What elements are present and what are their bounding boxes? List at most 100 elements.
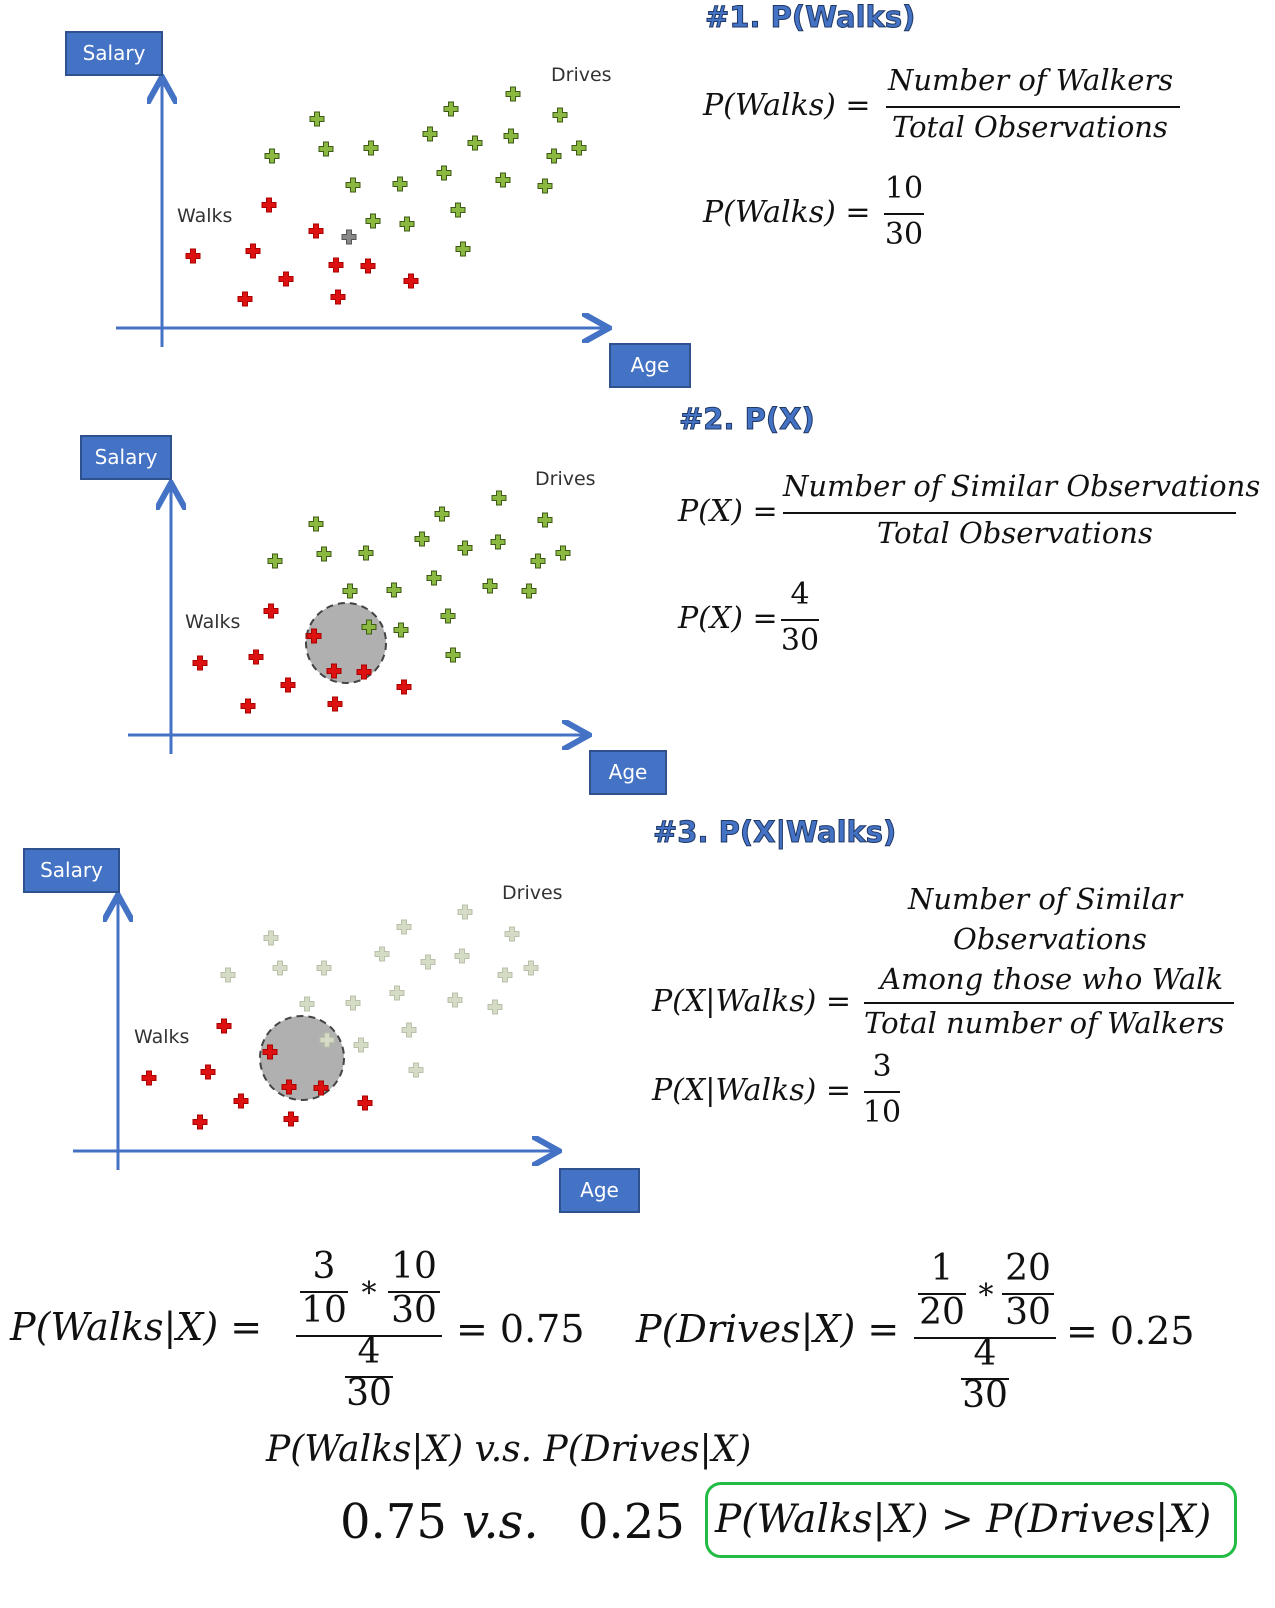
drives-point-faded [299, 996, 315, 1012]
posterior-walks-result: = 0.75 [456, 1307, 585, 1351]
drives-b-numerator: 20 [1005, 1248, 1051, 1289]
drives-point [426, 570, 442, 586]
value-numerator: 3 [872, 1049, 892, 1084]
walks-point [308, 223, 324, 239]
value-lhs: P(Walks) = [703, 195, 871, 230]
drives-point-faded [447, 992, 463, 1008]
walks-point [262, 1044, 278, 1060]
formula-denominator: Total Observations [877, 516, 1153, 550]
fraction-bar [864, 1091, 900, 1093]
salary-axis-label: Salary [80, 435, 172, 480]
walks-point [326, 663, 342, 679]
walks-a-denominator: 10 [301, 1290, 347, 1331]
fraction-bar [884, 213, 924, 215]
drives-point [455, 241, 471, 257]
drives-label: Drives [551, 64, 612, 86]
drives-point [436, 165, 452, 181]
fraction-bar [300, 1291, 348, 1293]
walks-b-numerator: 10 [391, 1246, 437, 1287]
formula-numerator-line3: Among those who Walk [880, 962, 1224, 996]
walks-label: Walks [134, 1026, 190, 1048]
drives-point [267, 553, 283, 569]
walks-point [330, 289, 346, 305]
drives-point-faded [316, 960, 332, 976]
drives-point [316, 546, 332, 562]
drives-c-denominator: 30 [962, 1375, 1008, 1416]
walks-point [283, 1111, 299, 1127]
walks-point [192, 655, 208, 671]
drives-point [505, 86, 521, 102]
drives-point-faded [389, 985, 405, 1001]
drives-point [552, 107, 568, 123]
drives-c-numerator: 4 [973, 1333, 997, 1374]
times-sign: * [978, 1278, 994, 1313]
walks-point [360, 258, 376, 274]
formula-numerator: Number of Similar Observations [783, 469, 1261, 503]
walks-point [306, 628, 322, 644]
fraction-bar [1002, 1293, 1054, 1295]
drives-point [345, 177, 361, 193]
walks-point [261, 197, 277, 213]
drives-point [537, 512, 553, 528]
value-numerator: 10 [884, 171, 924, 206]
value-denominator: 30 [884, 217, 924, 252]
walks-label: Walks [177, 205, 233, 227]
age-axis-label: Age [589, 750, 667, 795]
drives-point [363, 140, 379, 156]
drives-point [393, 622, 409, 638]
walks-point [237, 291, 253, 307]
fraction-bar [864, 1002, 1234, 1004]
drives-a-denominator: 20 [919, 1292, 965, 1333]
main-fraction-bar [296, 1335, 442, 1337]
drives-point-faded [272, 960, 288, 976]
drives-label: Drives [535, 468, 596, 490]
posterior-drives-lhs: P(Drives|X) = [636, 1307, 900, 1351]
walks-point [328, 257, 344, 273]
value-lhs: P(X) = [678, 601, 778, 636]
drives-point [414, 531, 430, 547]
drives-point-faded [401, 1022, 417, 1038]
drives-point-faded [497, 967, 513, 983]
drives-point-faded [319, 1032, 335, 1048]
drives-point-faded [345, 995, 361, 1011]
drives-point [392, 176, 408, 192]
drives-point [495, 172, 511, 188]
heading-p-x-given-walks: #3. P(X|Walks) [652, 815, 897, 850]
value-numerator: 4 [790, 577, 810, 612]
posterior-drives-result: = 0.25 [1066, 1309, 1195, 1353]
fraction-bar [345, 1376, 393, 1378]
salary-axis-label: Salary [23, 848, 120, 893]
drives-point [308, 516, 324, 532]
similarity-circle [305, 602, 387, 684]
fraction-bar [781, 619, 819, 621]
walks-point [313, 1080, 329, 1096]
posterior-walks-lhs: P(Walks|X) = [10, 1305, 263, 1349]
walks-point [200, 1064, 216, 1080]
drives-point-faded [408, 1062, 424, 1078]
walks-point [141, 1070, 157, 1086]
comparison-value-walks: 0.75 [340, 1494, 447, 1550]
formula-numerator-line2: Observations [953, 922, 1147, 956]
drives-point [399, 216, 415, 232]
conclusion-box [705, 1482, 1237, 1558]
drives-point [482, 578, 498, 594]
age-axis-label: Age [609, 343, 691, 388]
drives-point-faded [220, 967, 236, 983]
walks-point [327, 696, 343, 712]
age-axis-label: Age [559, 1168, 640, 1213]
fraction-bar [918, 1293, 966, 1295]
comparison-value-drives: 0.25 [578, 1494, 685, 1550]
walks-point [192, 1114, 208, 1130]
walks-point [396, 679, 412, 695]
drives-point [490, 534, 506, 550]
walks-point [245, 243, 261, 259]
walks-point [356, 664, 372, 680]
drives-point [457, 540, 473, 556]
drives-point [264, 148, 280, 164]
drives-point-faded [454, 948, 470, 964]
walks-b-denominator: 30 [391, 1290, 437, 1331]
conclusion-text: P(Walks|X) > P(Drives|X) [715, 1497, 1212, 1542]
drives-point [530, 553, 546, 569]
drives-point-faded [263, 930, 279, 946]
fraction-bar [783, 512, 1236, 514]
